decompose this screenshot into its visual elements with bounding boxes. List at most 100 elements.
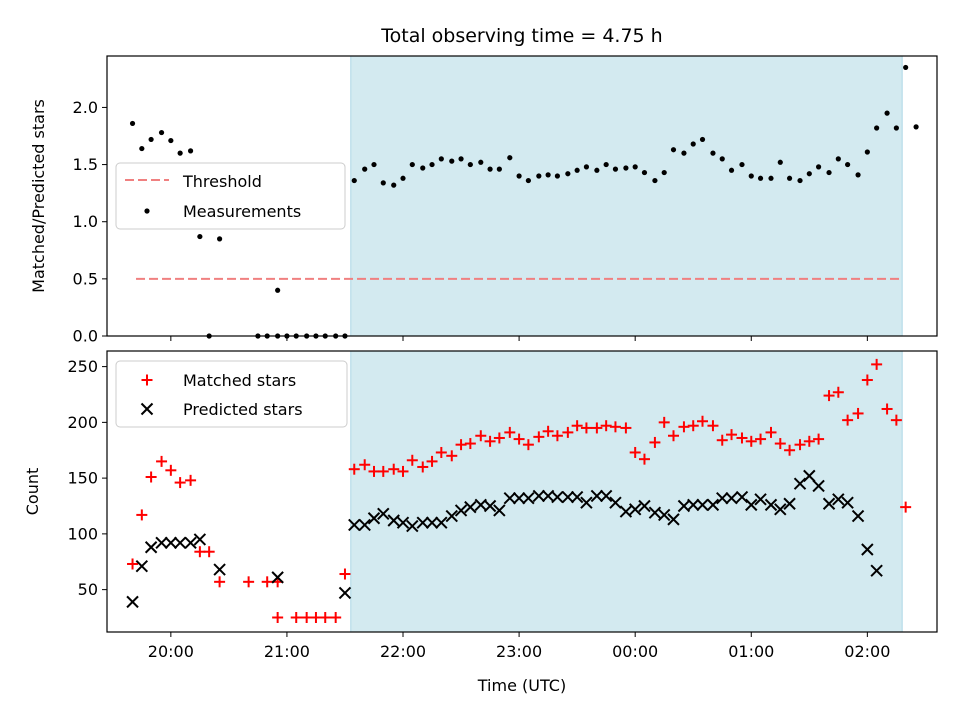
measurement-point (690, 141, 696, 147)
count-legend: Matched stars Predicted stars (115, 360, 348, 428)
measurement-point (864, 149, 870, 155)
count-legend-box (115, 360, 348, 428)
measurement-point (768, 175, 774, 181)
measurement-point (380, 180, 386, 186)
matched-star-points (127, 358, 912, 624)
matched-star-point (861, 374, 873, 386)
measurement-point (884, 110, 890, 116)
measurement-point (565, 171, 571, 177)
measurement-point (728, 167, 735, 173)
matched-star-point (446, 450, 458, 462)
predicted-star-point (706, 498, 720, 512)
predicted-star-point (793, 477, 807, 490)
matched-star-point (755, 433, 767, 445)
ratio-panel-frame (106, 55, 938, 337)
matched-star-point (127, 558, 139, 570)
matched-star-point (136, 509, 148, 521)
predicted-star-point (155, 536, 168, 550)
predicted-star-point (590, 489, 604, 503)
predicted-star-point (387, 514, 400, 527)
predicted-star-point (193, 533, 207, 546)
matched-star-point (784, 444, 796, 456)
matched-star-point (484, 435, 496, 447)
x-tick-label: 20:00 (148, 642, 194, 661)
matched-star-point (272, 612, 284, 624)
predicted-star-point (619, 505, 633, 518)
measurement-point (739, 161, 745, 168)
matched-star-point (658, 416, 670, 428)
measurement-point (458, 156, 464, 162)
predicted-star-point (735, 490, 749, 504)
legend-matched-swatch (141, 374, 153, 386)
measurement-point (913, 124, 919, 130)
measurement-point (478, 159, 484, 165)
observing-window-span-top (350, 55, 903, 337)
matched-star-point (580, 422, 592, 434)
measurement-point (757, 175, 764, 181)
matched-star-point (301, 612, 313, 624)
measurement-point (148, 136, 154, 143)
predicted-star-point (406, 519, 419, 533)
matched-star-point (426, 455, 438, 467)
measurement-point (815, 164, 822, 170)
measurement-point (893, 125, 899, 131)
count-panel: 50 100 150 200 250 20:00 21:00 22:00 23:00 00:00… (23, 350, 938, 695)
legend-measurements-swatch (144, 208, 150, 214)
measurement-point (719, 156, 725, 162)
matched-star-point (377, 465, 389, 477)
legend-predicted-swatch (140, 402, 154, 416)
matched-star-point (397, 465, 409, 477)
matched-star-point (765, 426, 777, 438)
measurement-point (874, 125, 880, 131)
count-panel-frame (106, 350, 938, 633)
matched-star-point (533, 431, 545, 443)
matched-star-point (261, 576, 273, 588)
matched-star-point (803, 435, 815, 447)
predicted-star-point (493, 504, 506, 517)
predicted-star-point (851, 509, 865, 523)
matched-star-point (388, 463, 400, 475)
predicted-star-point (348, 518, 361, 532)
predicted-star-point (812, 479, 825, 493)
predicted-star-point (822, 497, 836, 510)
measurement-point (371, 161, 377, 168)
predicted-star-point (126, 595, 139, 609)
measurement-point (545, 172, 551, 178)
measurement-point (612, 166, 619, 172)
y-tick-label: 250 (67, 357, 98, 376)
chart-title: Total observing time = 4.75 h (380, 25, 662, 47)
predicted-star-point (425, 516, 439, 529)
predicted-star-point (657, 508, 671, 522)
predicted-star-point (570, 490, 584, 504)
measurement-point (129, 120, 136, 127)
measurement-point (855, 172, 861, 178)
predicted-star-point (358, 518, 371, 532)
measurement-point (699, 136, 706, 143)
y-tick-label: 100 (67, 524, 98, 543)
measurement-point (777, 159, 783, 165)
ratio-x-ticks (170, 336, 868, 341)
matched-star-point (697, 415, 709, 427)
matched-star-point (600, 420, 612, 432)
measurement-point (835, 156, 841, 162)
count-y-axis-label: Count (23, 468, 42, 516)
predicted-star-point (416, 516, 429, 529)
predicted-star-point (512, 491, 526, 505)
matched-star-point (504, 426, 516, 438)
matched-star-point (871, 358, 883, 370)
matched-star-point (203, 546, 215, 558)
predicted-star-point (144, 541, 158, 554)
count-y-ticks: 50 100 150 200 250 (67, 357, 107, 599)
y-tick-label: 50 (78, 580, 98, 599)
predicted-star-point (483, 499, 497, 513)
predicted-star-point (503, 491, 517, 505)
predicted-star-point (454, 504, 468, 517)
y-tick-label: 200 (67, 413, 98, 432)
measurement-point (641, 169, 648, 176)
measurement-point (845, 161, 851, 168)
predicted-star-point (532, 489, 546, 503)
measurement-point (710, 150, 716, 156)
matched-star-point (194, 546, 206, 558)
y-tick-label: 2.0 (73, 98, 98, 117)
predicted-star-point (396, 516, 410, 529)
